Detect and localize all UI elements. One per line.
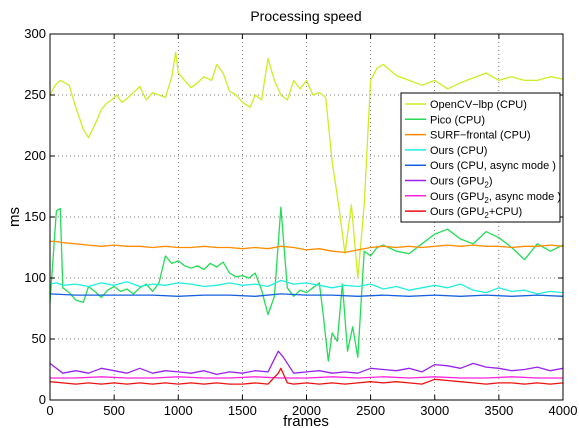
x-tick-label: 3000 (420, 403, 449, 418)
legend-label-1: Pico (CPU) (430, 114, 485, 126)
series-line-7 (49, 367, 564, 385)
chart-title: Processing speed (250, 8, 361, 24)
legend-label-4: Ours (CPU, async mode ) (430, 160, 556, 172)
legend-label-3: Ours (CPU) (430, 145, 487, 157)
series-line-3 (49, 279, 564, 295)
series-line-0 (49, 51, 564, 279)
legend-label-main: SURF−frontal (CPU) (430, 130, 531, 142)
x-tick-label: 2000 (292, 403, 321, 418)
y-tick-label: 150 (24, 209, 46, 224)
legend-label-suffix: , async mode ) (489, 191, 561, 203)
x-tick-label: 1000 (164, 403, 193, 418)
legend-label-main: Ours (GPU (430, 206, 484, 218)
y-tick-label: 250 (24, 87, 46, 102)
x-tick-label: 4000 (549, 403, 578, 418)
legend-box (400, 92, 561, 223)
data-series (49, 51, 564, 385)
series-line-6 (50, 376, 563, 379)
y-tick-label: 200 (24, 148, 46, 163)
legend-label-suffix: ) (489, 176, 493, 188)
x-tick-label: 2500 (356, 403, 385, 418)
x-axis-label: frames (283, 413, 329, 428)
series-line-5 (49, 350, 564, 376)
series-line-1 (49, 206, 564, 362)
axis-ticks: 0 500 1000 1500 2000 2500 3000 3500 4000 0 50 100 15… (24, 26, 577, 418)
legend-label-main: Ours (GPU (430, 176, 484, 188)
legend-label-subscript: 2 (484, 196, 489, 205)
series-line-2 (50, 240, 564, 254)
y-axis-label: ms (6, 207, 23, 227)
legend-label-main: OpenCV−lbp (CPU) (430, 99, 527, 111)
x-tick-label: 0 (46, 403, 53, 418)
legend-label-2: SURF−frontal (CPU) (430, 130, 531, 142)
y-tick-label: 0 (39, 392, 46, 407)
legend-label-6: Ours (GPU2, async mode ) (430, 191, 561, 205)
legend-label-subscript: 2 (484, 211, 489, 220)
y-tick-label: 50 (32, 331, 46, 346)
x-tick-label: 500 (103, 403, 125, 418)
legend: OpenCV−lbp (CPU) Pico (CPU) SURF−frontal (… (400, 92, 561, 223)
series-line-4 (49, 293, 564, 297)
legend-label-subscript: 2 (484, 181, 489, 190)
legend-label-0: OpenCV−lbp (CPU) (430, 99, 527, 111)
legend-label-main: Ours (GPU (430, 191, 484, 203)
legend-label-5: Ours (GPU2) (430, 176, 493, 190)
x-tick-label: 3500 (484, 403, 513, 418)
x-tick-label: 1500 (228, 403, 257, 418)
y-tick-label: 100 (24, 270, 46, 285)
legend-label-7: Ours (GPU2+CPU) (430, 206, 522, 220)
legend-label-suffix: +CPU) (489, 206, 522, 218)
legend-label-main: Pico (CPU) (430, 114, 485, 126)
y-tick-label: 300 (24, 26, 46, 41)
legend-label-main: Ours (CPU) (430, 145, 487, 157)
legend-label-main: Ours (CPU, async mode ) (430, 160, 556, 172)
